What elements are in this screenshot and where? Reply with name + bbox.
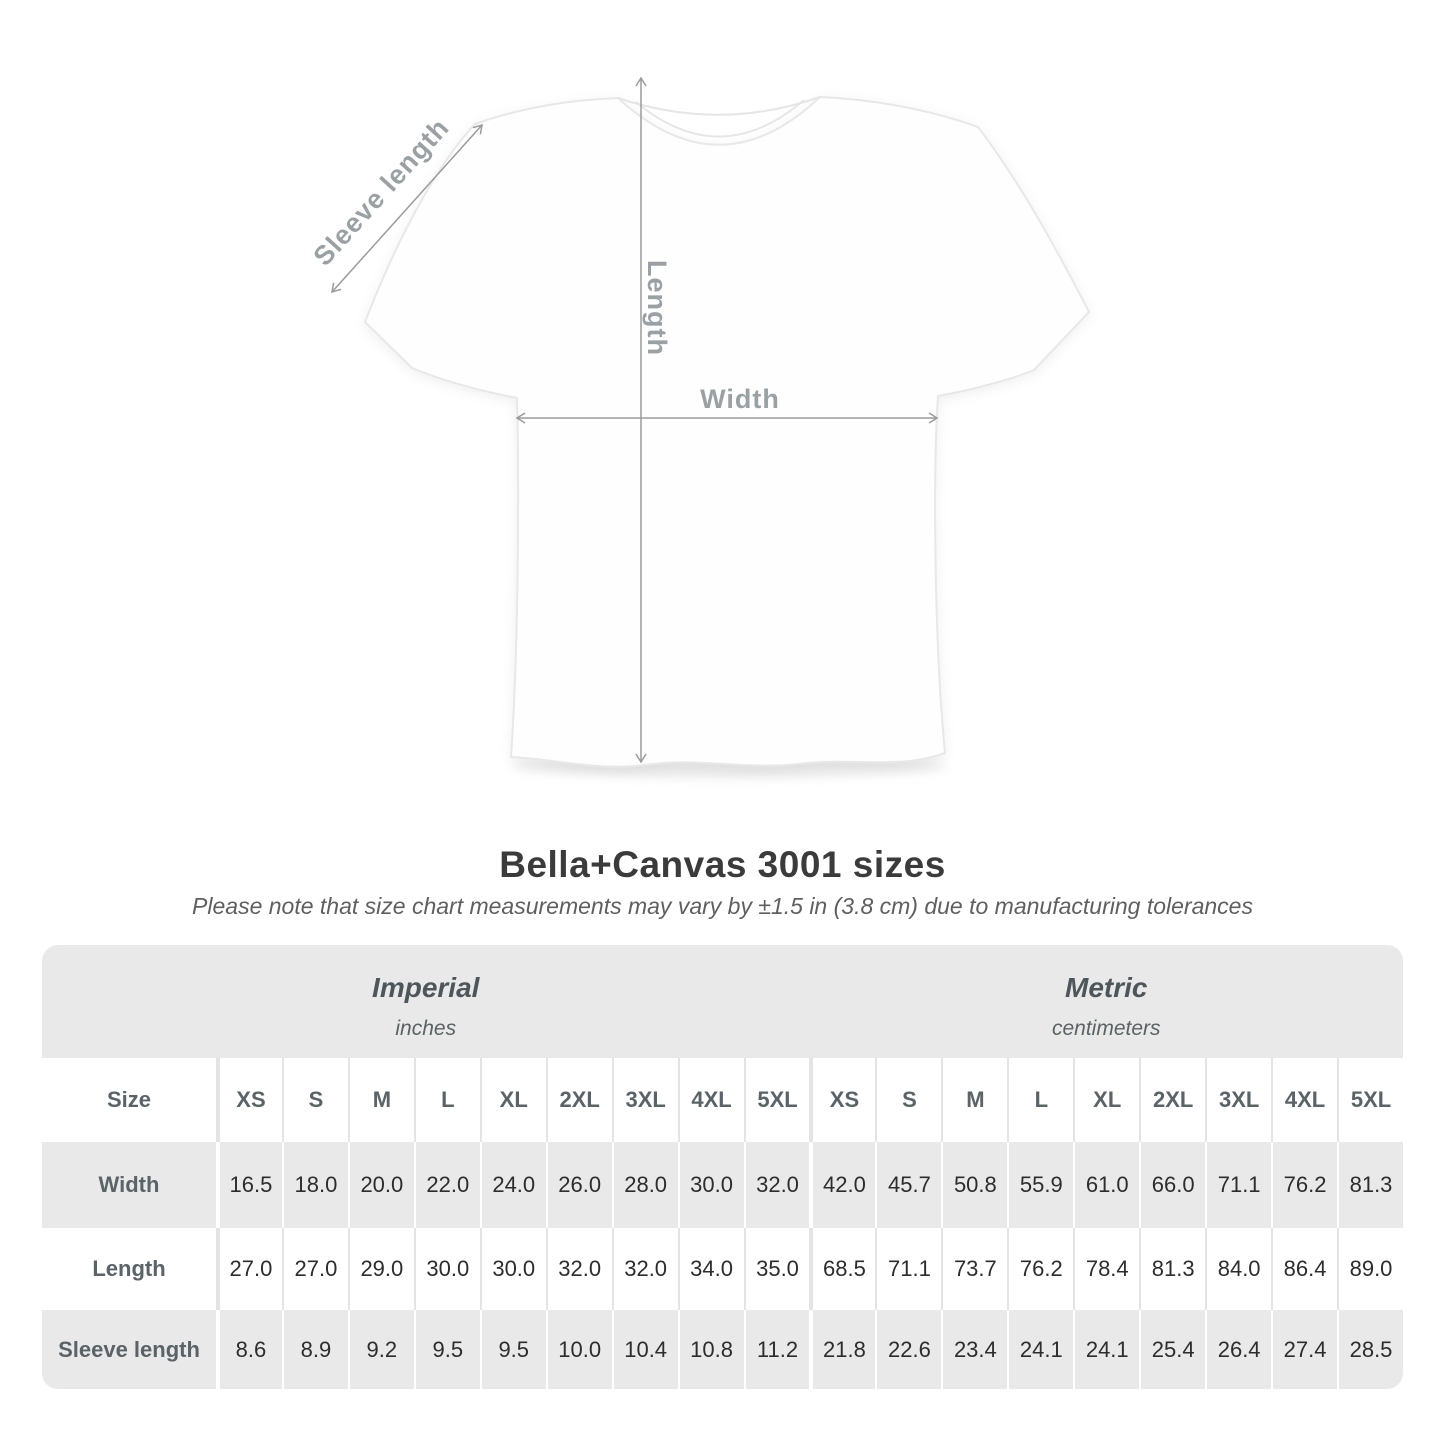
size-header-label: Size xyxy=(106,1087,152,1112)
width-row: Width 16.5 18.0 20.0 22.0 24.0 26.0 28.0 30.0 32… xyxy=(42,1142,1403,1228)
width-label: Width xyxy=(700,384,780,414)
tolerance-note: Please note that size chart measurements… xyxy=(192,893,1253,919)
length-row: Length 27.0 27.0 29.0 30.0 30.0 32.0 32.0 34.0 3… xyxy=(42,1228,1403,1310)
value-cell: 24.1 xyxy=(1073,1310,1139,1389)
value-cell: 29.0 xyxy=(347,1228,414,1310)
page-title: Bella+Canvas 3001 sizes xyxy=(499,844,946,885)
length-row-label: Length xyxy=(92,1256,166,1281)
length-label: Length xyxy=(642,260,672,356)
value-cell: 32.0 xyxy=(545,1228,612,1310)
value-cell: 81.3 xyxy=(1337,1142,1403,1228)
size-col-header: 5XL xyxy=(743,1058,810,1142)
value-cell: 25.4 xyxy=(1139,1310,1205,1389)
imperial-title: Imperial xyxy=(372,972,480,1003)
value-cell: 21.8 xyxy=(809,1310,875,1389)
size-col-header: XL xyxy=(1073,1058,1139,1142)
value-cell: 9.2 xyxy=(347,1310,414,1389)
value-cell: 66.0 xyxy=(1139,1142,1205,1228)
value-cell: 78.4 xyxy=(1073,1228,1139,1310)
sleeve-row: Sleeve length 8.6 8.9 9.2 9.5 9.5 10.0 10.4 10.… xyxy=(42,1310,1403,1389)
value-cell: 32.0 xyxy=(743,1142,810,1228)
metric-title: Metric xyxy=(1065,972,1148,1003)
value-cell: 89.0 xyxy=(1337,1228,1403,1310)
value-cell: 28.5 xyxy=(1337,1310,1403,1389)
value-cell: 32.0 xyxy=(611,1228,678,1310)
value-cell: 10.8 xyxy=(677,1310,744,1389)
value-cell: 20.0 xyxy=(347,1142,414,1228)
size-col-header: L xyxy=(413,1058,480,1142)
size-col-header: M xyxy=(941,1058,1007,1142)
size-col-header: XS xyxy=(216,1058,282,1142)
value-cell: 24.0 xyxy=(479,1142,546,1228)
value-cell: 76.2 xyxy=(1271,1142,1337,1228)
size-col-header: 4XL xyxy=(1271,1058,1337,1142)
value-cell: 45.7 xyxy=(875,1142,941,1228)
size-col-header: 5XL xyxy=(1337,1058,1403,1142)
value-cell: 8.6 xyxy=(216,1310,282,1389)
size-col-header: S xyxy=(281,1058,348,1142)
size-col-header: M xyxy=(347,1058,414,1142)
metric-subtitle: centimeters xyxy=(1051,1017,1161,1040)
imperial-subtitle: inches xyxy=(395,1017,457,1040)
value-cell: 11.2 xyxy=(743,1310,810,1389)
value-cell: 10.0 xyxy=(545,1310,612,1389)
value-cell: 30.0 xyxy=(479,1228,546,1310)
value-cell: 68.5 xyxy=(809,1228,875,1310)
size-col-header: 2XL xyxy=(545,1058,612,1142)
value-cell: 26.0 xyxy=(545,1142,612,1228)
value-cell: 28.0 xyxy=(611,1142,678,1228)
units-header-row: Imperial inches Metric centimeters xyxy=(42,945,1403,1058)
value-cell: 71.1 xyxy=(1205,1142,1271,1228)
value-cell: 23.4 xyxy=(941,1310,1007,1389)
value-cell: 27.0 xyxy=(281,1228,348,1310)
value-cell: 50.8 xyxy=(941,1142,1007,1228)
size-table: Imperial inches Metric centimeters Size … xyxy=(42,945,1403,1389)
value-cell: 9.5 xyxy=(413,1310,480,1389)
tshirt-diagram: Sleeve length Length Width xyxy=(308,76,1091,778)
value-cell: 9.5 xyxy=(479,1310,546,1389)
value-cell: 35.0 xyxy=(743,1228,810,1310)
size-col-header: 2XL xyxy=(1139,1058,1205,1142)
size-header-row: Size XS S M L XL 2XL 3XL 4XL 5XL XS S M L XL 2XL 3XL 4XL… xyxy=(42,1058,1403,1142)
sleeve-length-arrow xyxy=(331,123,483,294)
value-cell: 84.0 xyxy=(1205,1228,1271,1310)
value-cell: 24.1 xyxy=(1007,1310,1073,1389)
sleeve-row-label: Sleeve length xyxy=(58,1336,200,1362)
imperial-units-header: Imperial inches xyxy=(42,945,810,1058)
size-col-header: 4XL xyxy=(677,1058,744,1142)
value-cell: 18.0 xyxy=(281,1142,348,1228)
value-cell: 22.6 xyxy=(875,1310,941,1389)
value-cell: 71.1 xyxy=(875,1228,941,1310)
value-cell: 86.4 xyxy=(1271,1228,1337,1310)
value-cell: 27.0 xyxy=(216,1228,282,1310)
value-cell: 10.4 xyxy=(611,1310,678,1389)
size-col-header: 3XL xyxy=(611,1058,678,1142)
width-row-label: Width xyxy=(98,1172,160,1197)
size-col-header: XS xyxy=(809,1058,875,1142)
size-col-header: 3XL xyxy=(1205,1058,1271,1142)
value-cell: 8.9 xyxy=(281,1310,348,1389)
metric-units-header: Metric centimeters xyxy=(810,945,1404,1058)
value-cell: 27.4 xyxy=(1271,1310,1337,1389)
value-cell: 26.4 xyxy=(1205,1310,1271,1389)
value-cell: 16.5 xyxy=(216,1142,282,1228)
collar-inner-line xyxy=(635,99,805,138)
value-cell: 55.9 xyxy=(1007,1142,1073,1228)
value-cell: 42.0 xyxy=(809,1142,875,1228)
value-cell: 81.3 xyxy=(1139,1228,1205,1310)
size-col-header: XL xyxy=(479,1058,546,1142)
tshirt-outline xyxy=(363,95,1091,768)
value-cell: 76.2 xyxy=(1007,1228,1073,1310)
value-cell: 30.0 xyxy=(677,1142,744,1228)
value-cell: 34.0 xyxy=(677,1228,744,1310)
value-cell: 73.7 xyxy=(941,1228,1007,1310)
size-col-header: S xyxy=(875,1058,941,1142)
value-cell: 22.0 xyxy=(413,1142,480,1228)
size-col-header: L xyxy=(1007,1058,1073,1142)
value-cell: 61.0 xyxy=(1073,1142,1139,1228)
value-cell: 30.0 xyxy=(413,1228,480,1310)
